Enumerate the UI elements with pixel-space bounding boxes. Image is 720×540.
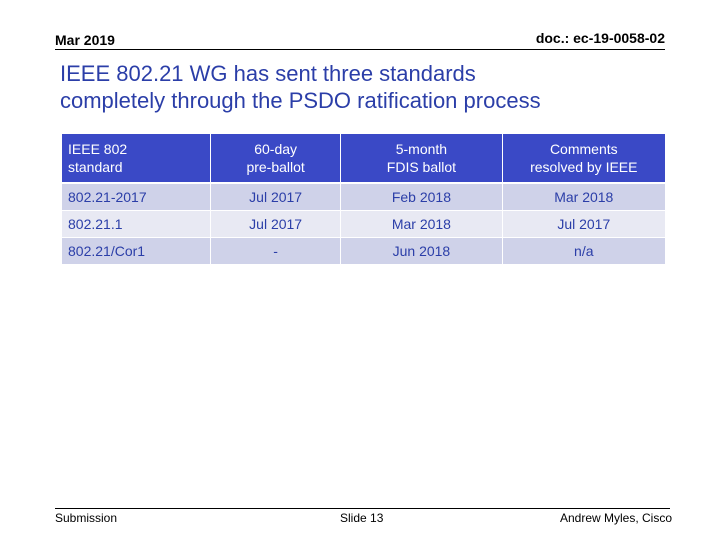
- slide-title: IEEE 802.21 WG has sent three standards …: [60, 60, 670, 114]
- table-header-row: IEEE 802 standard 60-day pre-ballot 5-mo…: [62, 134, 665, 184]
- column-header-pre-ballot-line-1: 60-day: [254, 141, 298, 157]
- column-header-fdis-ballot: 5-month FDIS ballot: [340, 134, 502, 184]
- standards-table: IEEE 802 standard 60-day pre-ballot 5-mo…: [62, 134, 665, 265]
- column-header-comments-resolved-line-1: Comments: [549, 141, 618, 157]
- header-doc-id: doc.: ec-19-0058-02: [535, 30, 665, 46]
- cell-standard: 802.21.1: [62, 211, 211, 238]
- column-header-standard: IEEE 802 standard: [62, 134, 211, 184]
- table-row: 802.21.1 Jul 2017 Mar 2018 Jul 2017: [62, 211, 665, 238]
- column-header-pre-ballot-line-2: pre-ballot: [246, 159, 305, 175]
- cell-pre-ballot: Jul 2017: [210, 184, 341, 211]
- column-header-standard-line-1: IEEE 802: [68, 141, 128, 157]
- slide-title-line-2: completely through the PSDO ratification…: [60, 88, 541, 113]
- cell-fdis-ballot: Feb 2018: [340, 184, 502, 211]
- footer-submission: Submission: [55, 511, 118, 525]
- table-row: 802.21/Cor1 - Jun 2018 n/a: [62, 238, 665, 265]
- column-header-standard-line-2: standard: [68, 159, 123, 175]
- cell-pre-ballot: Jul 2017: [210, 211, 341, 238]
- cell-comments-resolved: Mar 2018: [501, 184, 665, 211]
- slide-title-line-1: IEEE 802.21 WG has sent three standards: [60, 61, 476, 86]
- cell-standard: 802.21-2017: [62, 184, 211, 211]
- column-header-comments-resolved: Comments resolved by IEEE: [501, 134, 665, 184]
- column-header-comments-resolved-line-2: resolved by IEEE: [530, 159, 638, 175]
- column-header-fdis-ballot-line-1: 5-month: [395, 141, 448, 157]
- cell-comments-resolved: n/a: [501, 238, 665, 265]
- table-row: 802.21-2017 Jul 2017 Feb 2018 Mar 2018: [62, 184, 665, 211]
- footer-rule: [55, 508, 670, 509]
- column-header-pre-ballot: 60-day pre-ballot: [210, 134, 341, 184]
- header-date: Mar 2019: [55, 32, 115, 48]
- cell-comments-resolved: Jul 2017: [501, 211, 665, 238]
- footer-slide-number: Slide 13: [340, 511, 384, 525]
- cell-fdis-ballot: Mar 2018: [340, 211, 502, 238]
- cell-pre-ballot: -: [210, 238, 341, 265]
- column-header-fdis-ballot-line-2: FDIS ballot: [386, 159, 457, 175]
- footer-author: Andrew Myles, Cisco: [559, 511, 672, 525]
- cell-fdis-ballot: Jun 2018: [340, 238, 502, 265]
- header-rule: [55, 49, 665, 50]
- cell-standard: 802.21/Cor1: [62, 238, 211, 265]
